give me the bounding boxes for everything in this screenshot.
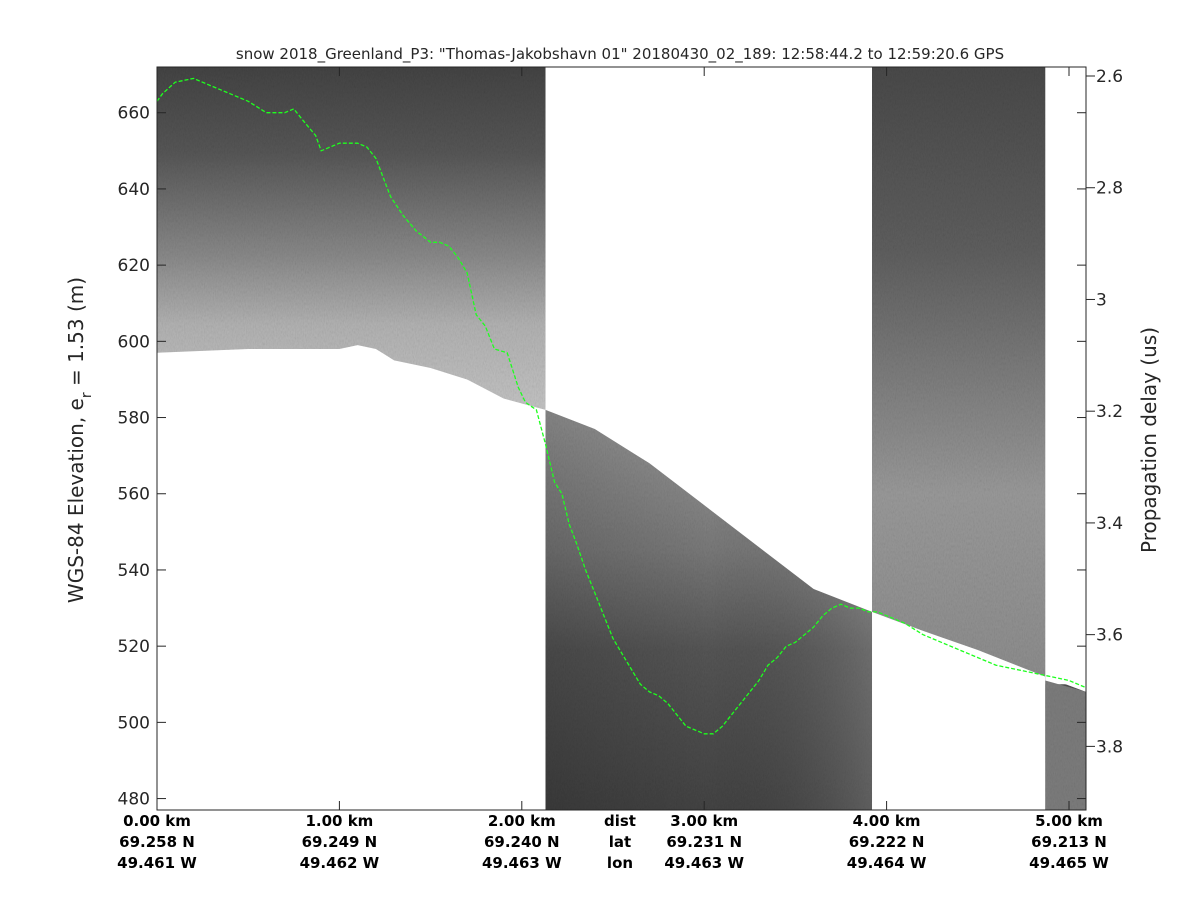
surface-tracking-line: [157, 77, 1086, 735]
left-tick-label: 500: [118, 713, 150, 733]
bottom-dist-label: 1.00 km: [305, 812, 373, 830]
left-tick-label: 520: [118, 637, 150, 657]
left-axis: 480 500 520 540 560 580 600 620 640 660: [118, 104, 1086, 810]
radar-column-fill: [872, 67, 1046, 677]
bottom-axis: 0.00 km 69.258 N 49.461 W 1.00 km 69.249 N 49…: [117, 67, 1109, 872]
bottom-dist-label: 4.00 km: [853, 812, 921, 830]
bottom-lat-label: 69.213 N: [1031, 833, 1107, 851]
radar-segment-3-gap: [1045, 67, 1086, 685]
left-tick-label: 620: [118, 256, 150, 276]
bottom-lon-label: 49.463 W: [664, 854, 744, 872]
right-tick-label: 2.8: [1096, 179, 1123, 199]
right-tick-label: 3.4: [1096, 514, 1123, 534]
left-tick-label: 480: [118, 790, 150, 810]
radar-image-layer: [157, 67, 1086, 810]
right-axis: 2.6 2.8 3 3.2 3.4 3.6 3.8: [1086, 67, 1123, 757]
left-tick-label: 600: [118, 332, 150, 352]
radar-segment-1: [157, 67, 546, 410]
chart-title: snow 2018_Greenland_P3: "Thomas-Jakobsha…: [236, 45, 1004, 64]
bottom-lon-label: 49.465 W: [1029, 854, 1109, 872]
bottom-lat-label: 69.258 N: [119, 833, 195, 851]
bottom-row-header: lat: [609, 833, 631, 851]
bottom-lon-label: 49.464 W: [847, 854, 927, 872]
bottom-row-header: dist: [604, 812, 636, 830]
radar-segment-upper-column: [872, 67, 1086, 810]
bottom-lat-label: 69.249 N: [302, 833, 378, 851]
right-tick-label: 3: [1096, 290, 1107, 310]
y-axis-label-left: WGS-84 Elevation, er = 1.53 (m): [64, 277, 95, 603]
bottom-dist-label: 2.00 km: [488, 812, 556, 830]
right-tick-label: 3.6: [1096, 626, 1123, 646]
y-axis-label-left-subscript: r: [79, 392, 95, 398]
bottom-lon-label: 49.463 W: [482, 854, 562, 872]
left-tick-label: 640: [118, 180, 150, 200]
radar-segment-1-fill: [157, 67, 546, 410]
radar-segment-2-shade: [545, 409, 873, 810]
radar-segment-2: [545, 409, 873, 810]
bottom-lon-label: 49.461 W: [117, 854, 197, 872]
left-tick-label: 540: [118, 561, 150, 581]
plot-frame: [156, 66, 1087, 811]
right-tick-label: 3.8: [1096, 737, 1123, 757]
bottom-lat-label: 69.231 N: [666, 833, 742, 851]
left-tick-label: 580: [118, 409, 150, 429]
y-axis-label-right: Propagation delay (us): [1137, 327, 1161, 553]
bottom-lat-label: 69.240 N: [484, 833, 560, 851]
bottom-lat-label: 69.222 N: [849, 833, 925, 851]
radar-final-strip: [1045, 680, 1086, 810]
y-axis-label-left-main: WGS-84 Elevation, e: [64, 398, 88, 603]
bottom-dist-label: 5.00 km: [1035, 812, 1103, 830]
left-tick-label: 560: [118, 485, 150, 505]
y-axis-label-left-rest: = 1.53 (m): [64, 277, 88, 392]
right-tick-label: 2.6: [1096, 67, 1123, 87]
left-tick-label: 660: [118, 104, 150, 124]
right-tick-label: 3.2: [1096, 402, 1123, 422]
bottom-dist-label: 0.00 km: [123, 812, 191, 830]
bottom-dist-label: 3.00 km: [670, 812, 738, 830]
bottom-lon-label: 49.462 W: [300, 854, 380, 872]
bottom-row-header: lon: [607, 854, 633, 872]
